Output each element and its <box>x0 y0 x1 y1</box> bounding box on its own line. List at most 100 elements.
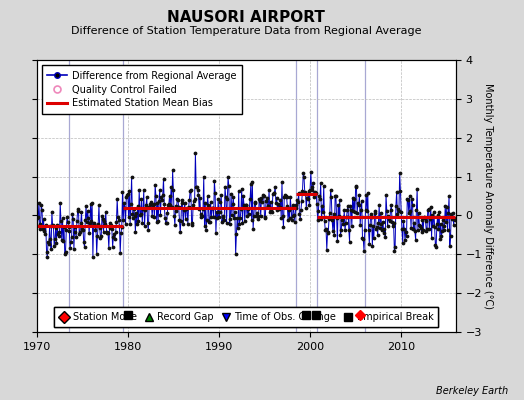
Point <box>220 214 228 220</box>
Point <box>436 236 444 242</box>
Point <box>376 225 384 231</box>
Point <box>358 234 367 241</box>
Point <box>434 226 443 233</box>
Point <box>233 215 242 222</box>
Point <box>55 233 63 239</box>
Point <box>121 204 129 211</box>
Point <box>428 235 436 241</box>
Point <box>151 182 159 188</box>
Point <box>197 210 205 217</box>
Point <box>396 188 405 194</box>
Point <box>95 225 104 232</box>
Point <box>72 234 80 240</box>
Point <box>218 218 226 225</box>
Point <box>46 223 54 230</box>
Point <box>209 204 217 211</box>
Point <box>62 227 71 233</box>
Text: Berkeley Earth: Berkeley Earth <box>436 386 508 396</box>
Point <box>171 203 180 209</box>
Point <box>331 193 340 200</box>
Point <box>234 225 242 232</box>
Point <box>411 228 419 234</box>
Point <box>384 213 392 220</box>
Point <box>447 211 455 217</box>
Point <box>286 194 294 200</box>
Point <box>68 211 77 218</box>
Point <box>421 218 430 224</box>
Point <box>268 208 276 215</box>
Point <box>294 199 302 205</box>
Point <box>384 222 392 229</box>
Point <box>399 218 408 224</box>
Point <box>430 223 439 230</box>
Point <box>293 197 301 204</box>
Point <box>419 226 428 233</box>
Point <box>74 206 83 213</box>
Point <box>387 202 396 208</box>
Point <box>132 210 140 216</box>
Point <box>130 212 139 219</box>
Point <box>185 197 193 204</box>
Point <box>175 217 183 223</box>
Point <box>111 236 119 242</box>
Point <box>334 202 342 208</box>
Point <box>427 204 435 210</box>
Point <box>85 220 94 226</box>
Point <box>367 214 376 220</box>
Point <box>279 224 288 230</box>
Point <box>131 228 139 235</box>
Point <box>374 231 382 238</box>
Point <box>173 196 181 202</box>
Text: Difference of Station Temperature Data from Regional Average: Difference of Station Temperature Data f… <box>71 26 421 36</box>
Point <box>236 215 244 222</box>
Point <box>301 189 309 195</box>
Point <box>54 231 62 238</box>
Point <box>106 220 115 226</box>
Point <box>176 229 184 236</box>
Point <box>124 214 133 221</box>
Point <box>450 215 458 221</box>
Point <box>143 194 151 200</box>
Point <box>54 229 63 236</box>
Point <box>90 219 98 226</box>
Point <box>395 208 403 214</box>
Point <box>322 226 330 232</box>
Point <box>302 205 310 211</box>
Point <box>117 224 126 230</box>
Point <box>221 184 229 190</box>
Point <box>449 210 457 216</box>
Point <box>99 216 107 222</box>
Point <box>160 201 168 208</box>
Point <box>264 203 272 210</box>
Point <box>354 202 363 208</box>
Point <box>276 204 284 210</box>
Point <box>310 188 319 195</box>
Point <box>149 201 158 207</box>
Point <box>267 206 276 213</box>
Point <box>289 201 298 208</box>
Point <box>414 210 423 216</box>
Point <box>35 200 43 206</box>
Point <box>444 210 453 216</box>
Point <box>156 187 164 194</box>
Point <box>255 196 264 202</box>
Point <box>303 196 312 202</box>
Point <box>168 167 177 174</box>
Point <box>365 241 374 248</box>
Point <box>127 174 136 180</box>
Point <box>368 243 377 249</box>
Point <box>390 248 399 254</box>
Point <box>192 183 200 190</box>
Point <box>52 240 61 246</box>
Point <box>178 200 187 206</box>
Point <box>70 246 78 252</box>
Point <box>157 194 166 200</box>
Point <box>285 207 293 214</box>
Point <box>326 187 335 194</box>
Point <box>117 230 125 236</box>
Point <box>56 200 64 206</box>
Point <box>251 200 259 206</box>
Point <box>261 215 269 222</box>
Point <box>406 193 414 199</box>
Point <box>48 208 56 215</box>
